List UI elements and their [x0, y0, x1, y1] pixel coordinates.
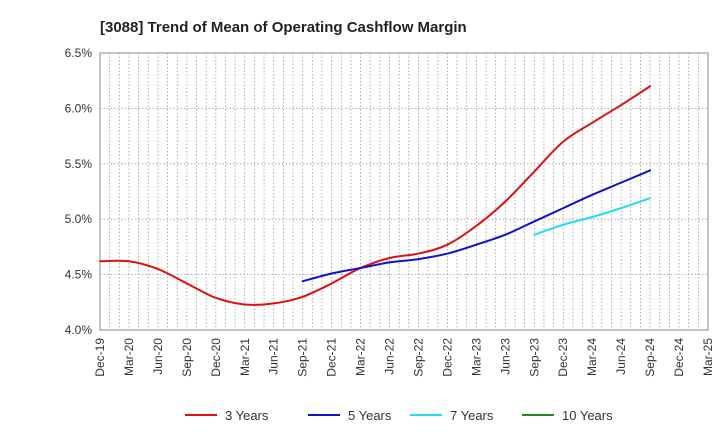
x-tick-label: Dec-24 — [672, 338, 686, 377]
series-line-3-years — [99, 85, 652, 306]
y-tick-label: 4.0% — [65, 323, 93, 337]
x-tick-label: Mar-25 — [701, 338, 715, 376]
legend-label-3-years: 3 Years — [225, 408, 269, 423]
x-tick-label: Jun-24 — [614, 338, 628, 375]
x-tick-label: Mar-20 — [122, 338, 136, 376]
y-axis-ticks: 4.0% 4.5% 5.0% 5.5% 6.0% 6.5% — [65, 46, 93, 337]
x-tick-label: Sep-21 — [296, 338, 310, 377]
x-tick-label: Jun-20 — [151, 338, 165, 375]
x-tick-label: Jun-22 — [383, 338, 397, 375]
x-tick-label: Sep-22 — [411, 338, 425, 377]
grid — [99, 52, 709, 331]
legend: 3 Years 5 Years 7 Years 10 Years — [185, 408, 613, 423]
y-tick-label: 5.5% — [65, 157, 93, 171]
x-tick-label: Mar-21 — [238, 338, 252, 376]
x-tick-label: Dec-23 — [556, 338, 570, 377]
x-tick-label: Dec-20 — [209, 338, 223, 377]
series-line-7-years — [533, 197, 652, 236]
x-tick-label: Sep-24 — [643, 338, 657, 377]
y-tick-label: 5.0% — [65, 212, 93, 226]
x-tick-label: Dec-22 — [440, 338, 454, 377]
x-tick-label: Sep-20 — [180, 338, 194, 377]
x-tick-label: Sep-23 — [527, 338, 541, 377]
x-tick-label: Dec-21 — [325, 338, 339, 377]
y-tick-label: 6.5% — [65, 46, 93, 60]
y-tick-label: 4.5% — [65, 268, 93, 282]
y-tick-label: 6.0% — [65, 101, 93, 115]
legend-label-5-years: 5 Years — [348, 408, 392, 423]
x-tick-label: Mar-22 — [354, 338, 368, 376]
chart-title: [3088] Trend of Mean of Operating Cashfl… — [100, 19, 467, 36]
x-tick-label: Jun-21 — [267, 338, 281, 375]
x-axis-ticks: Dec-19 Mar-20 Jun-20 Sep-20 Dec-20 Mar-21 Jun-… — [93, 338, 715, 377]
series-line-5-years — [301, 169, 652, 283]
x-tick-label: Dec-19 — [93, 338, 107, 377]
legend-label-10-years: 10 Years — [562, 408, 613, 423]
legend-label-7-years: 7 Years — [450, 408, 494, 423]
x-tick-label: Mar-24 — [585, 338, 599, 376]
x-tick-label: Jun-23 — [498, 338, 512, 375]
plot-area-border — [99, 52, 709, 331]
x-tick-label: Mar-23 — [469, 338, 483, 376]
series-lines — [99, 85, 652, 306]
